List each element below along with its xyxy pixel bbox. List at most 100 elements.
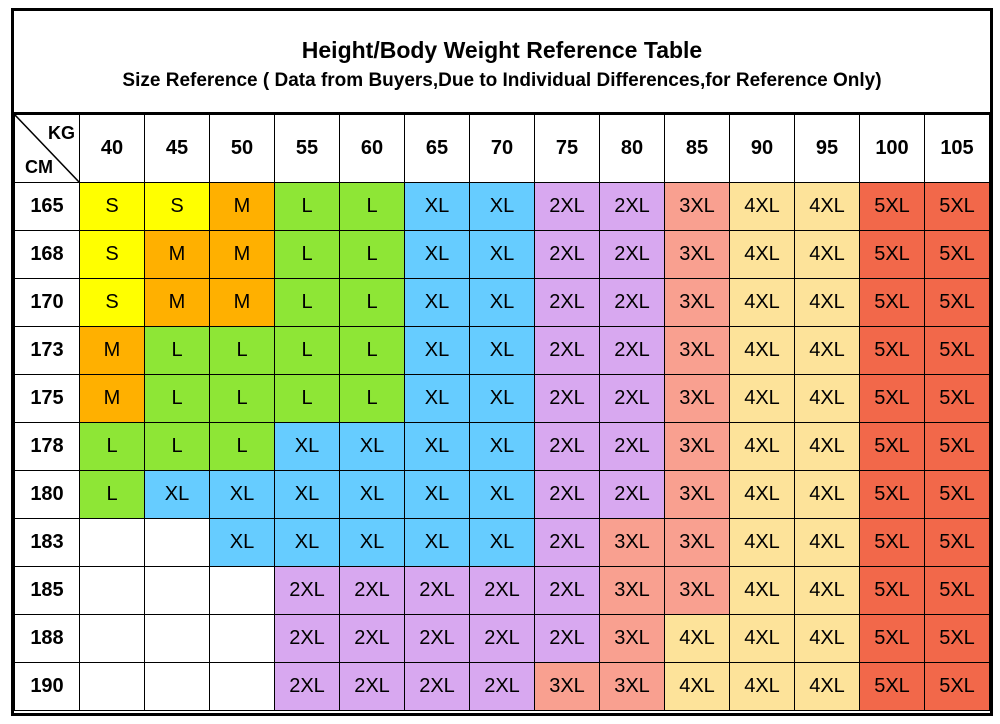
weight-header: 80 <box>599 114 665 183</box>
size-cell: XL <box>274 518 340 567</box>
size-cell: XL <box>209 518 275 567</box>
size-cell: 4XL <box>794 470 860 519</box>
size-cell: L <box>144 422 210 471</box>
size-cell: XL <box>144 470 210 519</box>
size-cell: 3XL <box>599 614 665 663</box>
size-cell: 2XL <box>534 422 600 471</box>
size-cell: L <box>339 374 405 423</box>
size-cell <box>144 662 210 711</box>
size-cell: 4XL <box>664 614 730 663</box>
size-cell: L <box>209 326 275 375</box>
weight-header: 90 <box>729 114 795 183</box>
size-cell: L <box>339 326 405 375</box>
size-cell: 5XL <box>924 182 990 231</box>
size-cell: 5XL <box>859 662 925 711</box>
size-cell: S <box>144 182 210 231</box>
weight-header: 75 <box>534 114 600 183</box>
size-cell: 2XL <box>534 614 600 663</box>
size-cell: 4XL <box>729 230 795 279</box>
size-row: 183 XL XL XL XL XL 2XL 3XL 3XL 4XL 4XL 5XL 5XL <box>14 518 990 567</box>
weight-header: 50 <box>209 114 275 183</box>
size-cell: XL <box>339 470 405 519</box>
diagonal <box>15 115 79 182</box>
size-cell: 3XL <box>664 182 730 231</box>
header: Height/Body Weight Reference Table Size … <box>14 11 990 114</box>
size-cell: 3XL <box>599 566 665 615</box>
size-cell: 5XL <box>859 470 925 519</box>
size-cell: L <box>79 470 145 519</box>
size-cell: M <box>79 326 145 375</box>
title: Height/Body Weight Reference Table <box>301 37 703 63</box>
size-cell: L <box>339 182 405 231</box>
size-cell: S <box>79 182 145 231</box>
size-cell: 5XL <box>924 278 990 327</box>
size-cell: 2XL <box>469 662 535 711</box>
height-label: 165 <box>14 182 80 231</box>
size-cell: 5XL <box>924 422 990 471</box>
size-cell: 4XL <box>729 374 795 423</box>
size-cell: 4XL <box>794 422 860 471</box>
size-cell: XL <box>274 422 340 471</box>
height-label: 185 <box>14 566 80 615</box>
size-cell: 2XL <box>404 662 470 711</box>
size-cell: 2XL <box>599 326 665 375</box>
size-cell: 4XL <box>729 614 795 663</box>
size-cell: XL <box>469 182 535 231</box>
size-cell: L <box>79 422 145 471</box>
size-cell: 4XL <box>729 662 795 711</box>
size-cell: 4XL <box>794 518 860 567</box>
size-cell: 2XL <box>599 182 665 231</box>
weight-header: 55 <box>274 114 340 183</box>
size-cell: XL <box>209 470 275 519</box>
size-cell: M <box>79 374 145 423</box>
size-cell: L <box>274 182 340 231</box>
size-cell <box>144 518 210 567</box>
size-cell: L <box>144 374 210 423</box>
size-cell: XL <box>404 422 470 471</box>
weight-header: 100 <box>859 114 925 183</box>
size-cell: XL <box>469 374 535 423</box>
size-cell: 3XL <box>664 374 730 423</box>
size-cell: 5XL <box>924 374 990 423</box>
size-cell: XL <box>404 326 470 375</box>
height-label: 173 <box>14 326 80 375</box>
size-cell: 5XL <box>859 566 925 615</box>
weight-header: 65 <box>404 114 470 183</box>
size-row: 175 M L L L L XL XL 2XL 2XL 3XL 4XL 4XL 5XL 5XL <box>14 374 990 423</box>
size-cell: 2XL <box>534 278 600 327</box>
size-row: 170 S M M L L XL XL 2XL 2XL 3XL 4XL 4XL 5XL 5XL <box>14 278 990 327</box>
size-cell <box>79 662 145 711</box>
size-cell: 2XL <box>404 614 470 663</box>
size-cell <box>144 566 210 615</box>
size-cell: XL <box>339 422 405 471</box>
height-label: 178 <box>14 422 80 471</box>
size-cell: 2XL <box>339 662 405 711</box>
size-cell: 5XL <box>924 230 990 279</box>
height-label: 190 <box>14 662 80 711</box>
size-cell: 5XL <box>924 518 990 567</box>
size-cell: 4XL <box>794 326 860 375</box>
weight-header: 85 <box>664 114 730 183</box>
size-row: 178 L L L XL XL XL XL 2XL 2XL 3XL 4XL 4XL 5XL 5XL <box>14 422 990 471</box>
size-cell: 5XL <box>924 470 990 519</box>
size-cell: 5XL <box>859 518 925 567</box>
size-cell: 2XL <box>274 614 340 663</box>
size-cell: XL <box>404 470 470 519</box>
height-label: 168 <box>14 230 80 279</box>
size-cell: XL <box>404 278 470 327</box>
size-cell: 2XL <box>534 326 600 375</box>
height-label: 175 <box>14 374 80 423</box>
size-cell: XL <box>274 470 340 519</box>
weight-unit: KG <box>48 123 75 143</box>
size-cell: L <box>209 422 275 471</box>
size-cell: 4XL <box>794 230 860 279</box>
size-cell: 2XL <box>599 422 665 471</box>
height-unit: CM <box>25 157 53 177</box>
size-cell: XL <box>404 518 470 567</box>
size-cell: XL <box>469 230 535 279</box>
size-cell: XL <box>404 374 470 423</box>
size-cell: 4XL <box>729 518 795 567</box>
size-cell: S <box>79 230 145 279</box>
height-label: 188 <box>14 614 80 663</box>
